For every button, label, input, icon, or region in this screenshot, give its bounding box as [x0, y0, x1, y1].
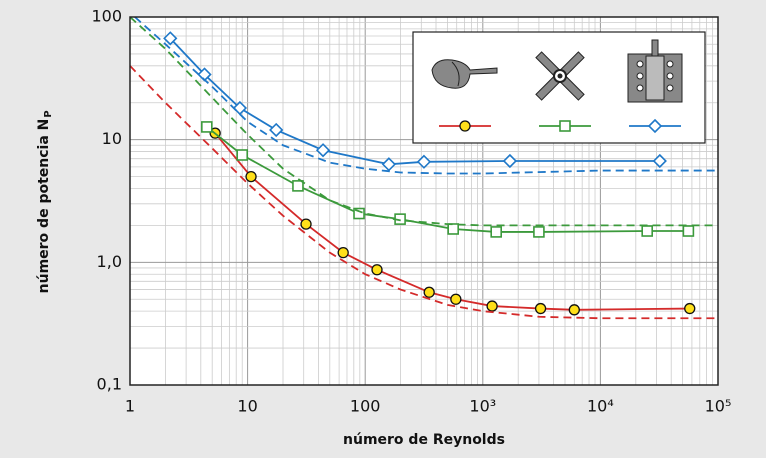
marker	[536, 304, 546, 314]
marker	[338, 248, 348, 258]
marker	[301, 219, 311, 229]
y-tick-label: 100	[91, 7, 122, 26]
marker	[487, 301, 497, 311]
y-axis-label-subscript: P	[43, 110, 54, 117]
y-tick-label: 1,0	[97, 252, 122, 271]
legend-marker	[560, 121, 570, 131]
marker	[491, 227, 501, 237]
y-tick-label: 0,1	[97, 375, 122, 394]
marker	[424, 287, 434, 297]
marker	[683, 226, 693, 236]
marker	[237, 150, 247, 160]
marker	[202, 122, 212, 132]
marker	[642, 226, 652, 236]
x-axis-label: número de Reynolds	[343, 432, 505, 448]
x-tick-label: 10⁴	[587, 397, 614, 416]
marker	[293, 181, 303, 191]
legend-marker	[460, 121, 470, 131]
marker	[534, 227, 544, 237]
legend	[413, 32, 705, 143]
marker	[372, 265, 382, 275]
marker	[246, 172, 256, 182]
x-tick-label: 10³	[469, 397, 496, 416]
chart: número de Reynolds número de potencia N …	[0, 0, 766, 458]
y-axis-label: número de potencia N	[36, 119, 52, 294]
x-tick-label: 100	[350, 397, 381, 416]
x-tick-label: 10	[237, 397, 257, 416]
x-tick-label: 1	[125, 397, 135, 416]
marker	[569, 305, 579, 315]
y-axis-label-group: número de potencia N P	[36, 110, 54, 293]
x-tick-label: 10⁵	[705, 397, 732, 416]
marker	[685, 304, 695, 314]
marker	[451, 294, 461, 304]
marker	[448, 224, 458, 234]
y-tick-label: 10	[102, 129, 122, 148]
